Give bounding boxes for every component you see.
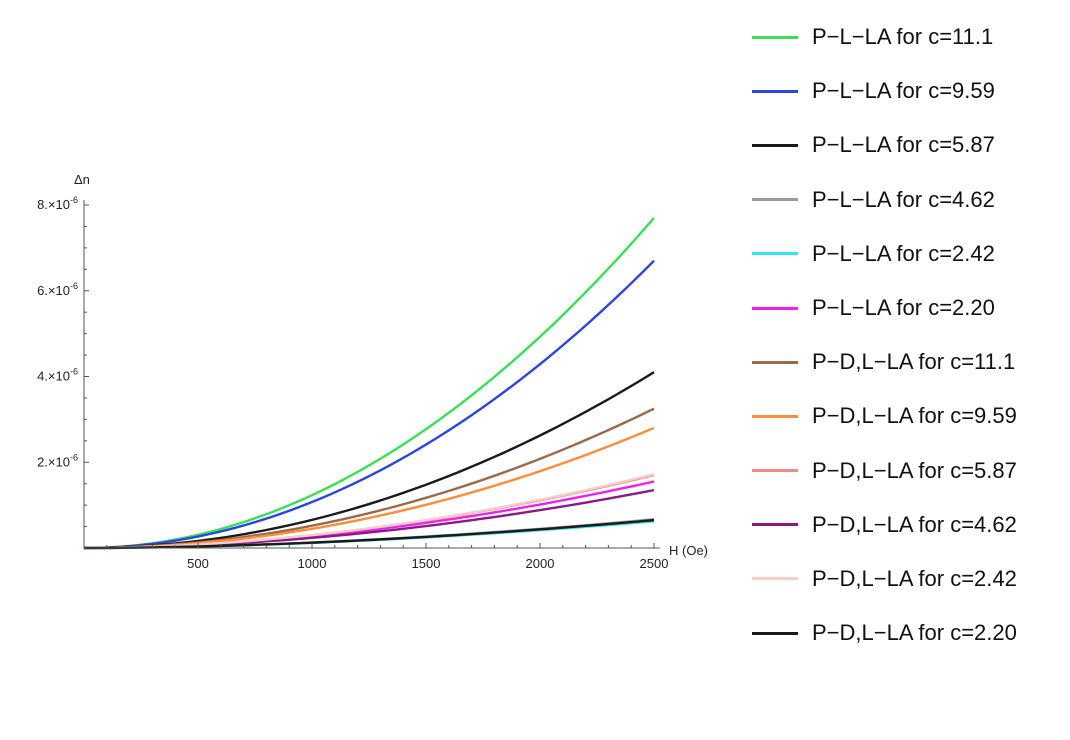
y-axis-label: Δn [74, 172, 90, 187]
series-line-2 [83, 259, 655, 550]
legend-label: P−L−LA for c=5.87 [812, 132, 995, 158]
series-line-6 [83, 480, 655, 550]
legend-label: P−L−LA for c=4.62 [812, 186, 995, 212]
axes: 500 1000 1500 2000 2500 2.×10-6 4.×10-6 6.×10-6… [37, 195, 668, 571]
series-line-12 [83, 518, 655, 550]
legend-swatch [752, 252, 798, 256]
legend-item: P−D,L−LA for c=11.1 [752, 335, 1062, 389]
legend-label: P−D,L−LA for c=5.87 [812, 457, 1017, 483]
legend-label: P−D,L−LA for c=11.1 [812, 349, 1016, 375]
legend-item: P−L−LA for c=11.1 [752, 10, 1062, 64]
x-tick-label: 2000 [526, 556, 555, 571]
legend-swatch [752, 577, 798, 581]
legend-item: P−L−LA for c=2.42 [752, 227, 1062, 281]
legend-label: P−D,L−LA for c=2.42 [812, 565, 1017, 591]
x-axis-label: H (Oe) [669, 543, 708, 558]
legend-item: P−L−LA for c=5.87 [752, 118, 1062, 172]
legend-swatch [752, 523, 798, 527]
legend-label: P−L−LA for c=9.59 [812, 78, 995, 104]
legend-item: P−D,L−LA for c=5.87 [752, 444, 1062, 498]
series-lines [83, 217, 655, 550]
y-tick-label: 8.×10-6 [37, 195, 78, 212]
legend-label: P−D,L−LA for c=9.59 [812, 403, 1017, 429]
legend-swatch [752, 414, 798, 418]
chart: 500 1000 1500 2000 2500 2.×10-6 4.×10-6 6.×10-6… [37, 172, 708, 571]
legend-swatch [752, 360, 798, 364]
legend-item: P−D,L−LA for c=9.59 [752, 389, 1062, 443]
legend-swatch [752, 306, 798, 310]
x-tick-label: 1500 [412, 556, 441, 571]
x-tick-label: 2500 [640, 556, 669, 571]
legend-item: P−L−LA for c=2.20 [752, 281, 1062, 335]
legend-item: P−D,L−LA for c=2.42 [752, 552, 1062, 606]
legend-label: P−L−LA for c=2.42 [812, 240, 995, 266]
legend-label: P−L−LA for c=2.20 [812, 295, 995, 321]
legend-item: P−L−LA for c=4.62 [752, 173, 1062, 227]
series-line-11 [83, 473, 655, 550]
x-tick-label: 1000 [298, 556, 327, 571]
y-tick-label: 6.×10-6 [37, 281, 78, 298]
legend-swatch [752, 631, 798, 635]
legend-label: P−D,L−LA for c=2.20 [812, 620, 1017, 646]
y-tick-label: 4.×10-6 [37, 367, 78, 384]
legend-label: P−D,L−LA for c=4.62 [812, 511, 1017, 537]
legend-item: P−L−LA for c=9.59 [752, 64, 1062, 118]
legend-swatch [752, 469, 798, 473]
y-tick-label: 2.×10-6 [37, 452, 78, 469]
legend-label: P−L−LA for c=11.1 [812, 24, 994, 50]
legend-item: P−D,L−LA for c=2.20 [752, 606, 1062, 660]
legend-swatch [752, 198, 798, 202]
legend: P−L−LA for c=11.1 P−L−LA for c=9.59 P−L−LA… [752, 10, 1062, 660]
legend-swatch [752, 89, 798, 93]
legend-swatch [752, 35, 798, 39]
legend-item: P−D,L−LA for c=4.62 [752, 498, 1062, 552]
legend-swatch [752, 143, 798, 147]
series-line-9 [83, 473, 655, 550]
x-tick-label: 500 [187, 556, 209, 571]
